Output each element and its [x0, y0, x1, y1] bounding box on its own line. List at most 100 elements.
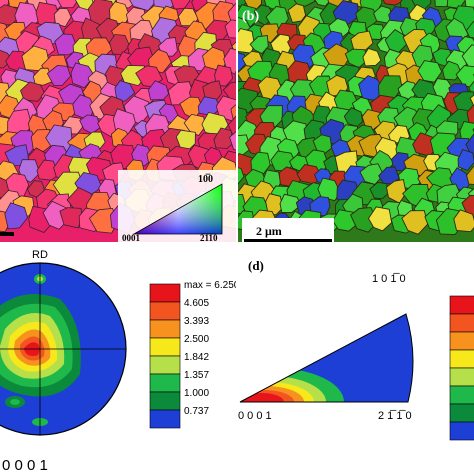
- inverse-pole-figure-plot: (d) 1 0 1̅ 0 0 0 0 1 2 1̅ 1̅ 0: [238, 258, 474, 441]
- colorbar-d-swatch: [449, 421, 474, 441]
- ipf-key-top-label: 10̅0: [198, 174, 213, 185]
- pole-figure-contours: [0, 263, 126, 435]
- colorbar-d-swatch: [449, 367, 474, 387]
- panel-b-label: (b): [242, 9, 259, 24]
- grain: [57, 0, 79, 9]
- colorbar-level-label: 2.500: [184, 334, 209, 345]
- colorbar-level-label: 1.842: [184, 352, 209, 363]
- grain: [259, 105, 283, 128]
- colorbar: max = 6.250 4.605 3.393 2.500 1.842 1.357 1.00…: [149, 280, 236, 429]
- colorbar-d: [449, 295, 474, 441]
- grain: [453, 209, 474, 233]
- grain: [417, 60, 443, 83]
- panel-d-label: (d): [248, 258, 264, 273]
- colorbar-d-swatch: [449, 385, 474, 405]
- panel-d-inverse-pole-figure: (d) 1 0 1̅ 0 0 0 0 1 2 1̅ 1̅ 0: [238, 244, 474, 474]
- grain: [317, 177, 341, 202]
- grain: [469, 94, 474, 107]
- grain: [114, 80, 136, 102]
- scale-bar: [244, 239, 332, 242]
- scale-bar-label: 2 μm: [256, 224, 282, 238]
- grain: [350, 30, 374, 51]
- colorbar-swatch: [149, 373, 181, 393]
- grain: [265, 193, 284, 216]
- grain: [229, 131, 236, 151]
- grain: [461, 194, 474, 217]
- colorbar-d-swatch: [449, 331, 474, 351]
- colorbar-d-swatch: [449, 295, 474, 315]
- grain: [59, 207, 83, 229]
- grain: [238, 28, 255, 54]
- colorbar-d-swatch: [449, 349, 474, 369]
- ipf-map-grains: 10̅0 0001 2̅1̅1̅0: [0, 0, 236, 242]
- grain: [4, 202, 29, 230]
- colorbar-swatch: [149, 337, 181, 357]
- grain: [401, 210, 429, 235]
- grain: [70, 62, 95, 89]
- grain: [369, 181, 389, 200]
- grain: [54, 33, 79, 56]
- grain: [366, 23, 386, 40]
- colorbar-swatch: [149, 301, 181, 321]
- colorbar-level-label: 0.737: [184, 406, 209, 417]
- grain: [461, 44, 474, 68]
- grain: [367, 206, 393, 232]
- colorbar-swatch: [149, 355, 181, 375]
- ipf-key-left-label: 0001: [122, 233, 141, 242]
- grain: [20, 81, 46, 102]
- grain: [147, 80, 170, 101]
- scale-bar-a: [0, 232, 14, 236]
- grain: [224, 19, 236, 39]
- panel-c-pole-figure: RD 0 0 0 1 max = 6.250 4.605 3.393 2.500 1.8…: [0, 244, 236, 474]
- grain: [249, 34, 269, 55]
- grain: [362, 47, 382, 67]
- grain: [120, 65, 145, 87]
- grain: [183, 113, 207, 136]
- ipf-right-label: 2 1̅ 1̅ 0: [378, 410, 412, 422]
- colorbar-level-label: 1.000: [184, 388, 209, 399]
- grain: [227, 115, 236, 136]
- grain: [30, 129, 53, 152]
- colorbar-d-swatch: [449, 403, 474, 423]
- colorbar-swatch: [149, 319, 181, 339]
- colorbar-d-swatch: [449, 313, 474, 333]
- pole-figure-rd-label: RD: [32, 249, 48, 261]
- grain: [227, 3, 236, 26]
- grain: [0, 49, 13, 69]
- grain: [279, 193, 302, 213]
- grain: [465, 133, 474, 157]
- pole-figure-plot: RD 0 0 0 1 max = 6.250 4.605 3.393 2.500 1.8…: [0, 249, 236, 474]
- ipf-key-right-label: 2̅1̅1̅0: [200, 233, 218, 242]
- colorbar-swatch: [149, 391, 181, 411]
- panel-a-ipf-map: 10̅0 0001 2̅1̅1̅0: [0, 0, 236, 242]
- grain: [382, 0, 403, 6]
- colorbar-level-label: 1.357: [184, 370, 209, 381]
- grain: [466, 166, 474, 185]
- grain: [230, 104, 236, 121]
- grain: [53, 7, 72, 28]
- ipf-color-key: 10̅0 0001 2̅1̅1̅0: [118, 170, 236, 242]
- ipf-left-label: 0 0 0 1: [238, 410, 272, 422]
- ipf-top-label: 1 0 1̅ 0: [372, 273, 406, 285]
- pole-figure-plane-label: 0 0 0 1: [2, 457, 48, 474]
- orientation-map-grains: (b) 2 μm: [238, 0, 474, 242]
- colorbar-swatch: [149, 283, 181, 303]
- grain: [222, 81, 236, 101]
- grain: [46, 64, 72, 86]
- grain: [350, 207, 379, 233]
- grain: [466, 104, 474, 125]
- grain: [213, 127, 234, 149]
- grain: [287, 3, 307, 24]
- grain: [314, 0, 332, 7]
- colorbar-level-label: 3.393: [184, 316, 209, 327]
- grain: [465, 20, 474, 39]
- colorbar-swatch: [149, 409, 181, 429]
- grain: [457, 149, 474, 172]
- colorbar-level-label: max = 6.250: [184, 280, 236, 291]
- ipf-outline: [239, 313, 414, 403]
- colorbar-level-label: 4.605: [184, 298, 209, 309]
- panel-b-orientation-map: (b) 2 μm: [238, 0, 474, 242]
- scale-bar-box: [242, 218, 334, 242]
- grain: [238, 167, 245, 185]
- grain: [32, 67, 54, 86]
